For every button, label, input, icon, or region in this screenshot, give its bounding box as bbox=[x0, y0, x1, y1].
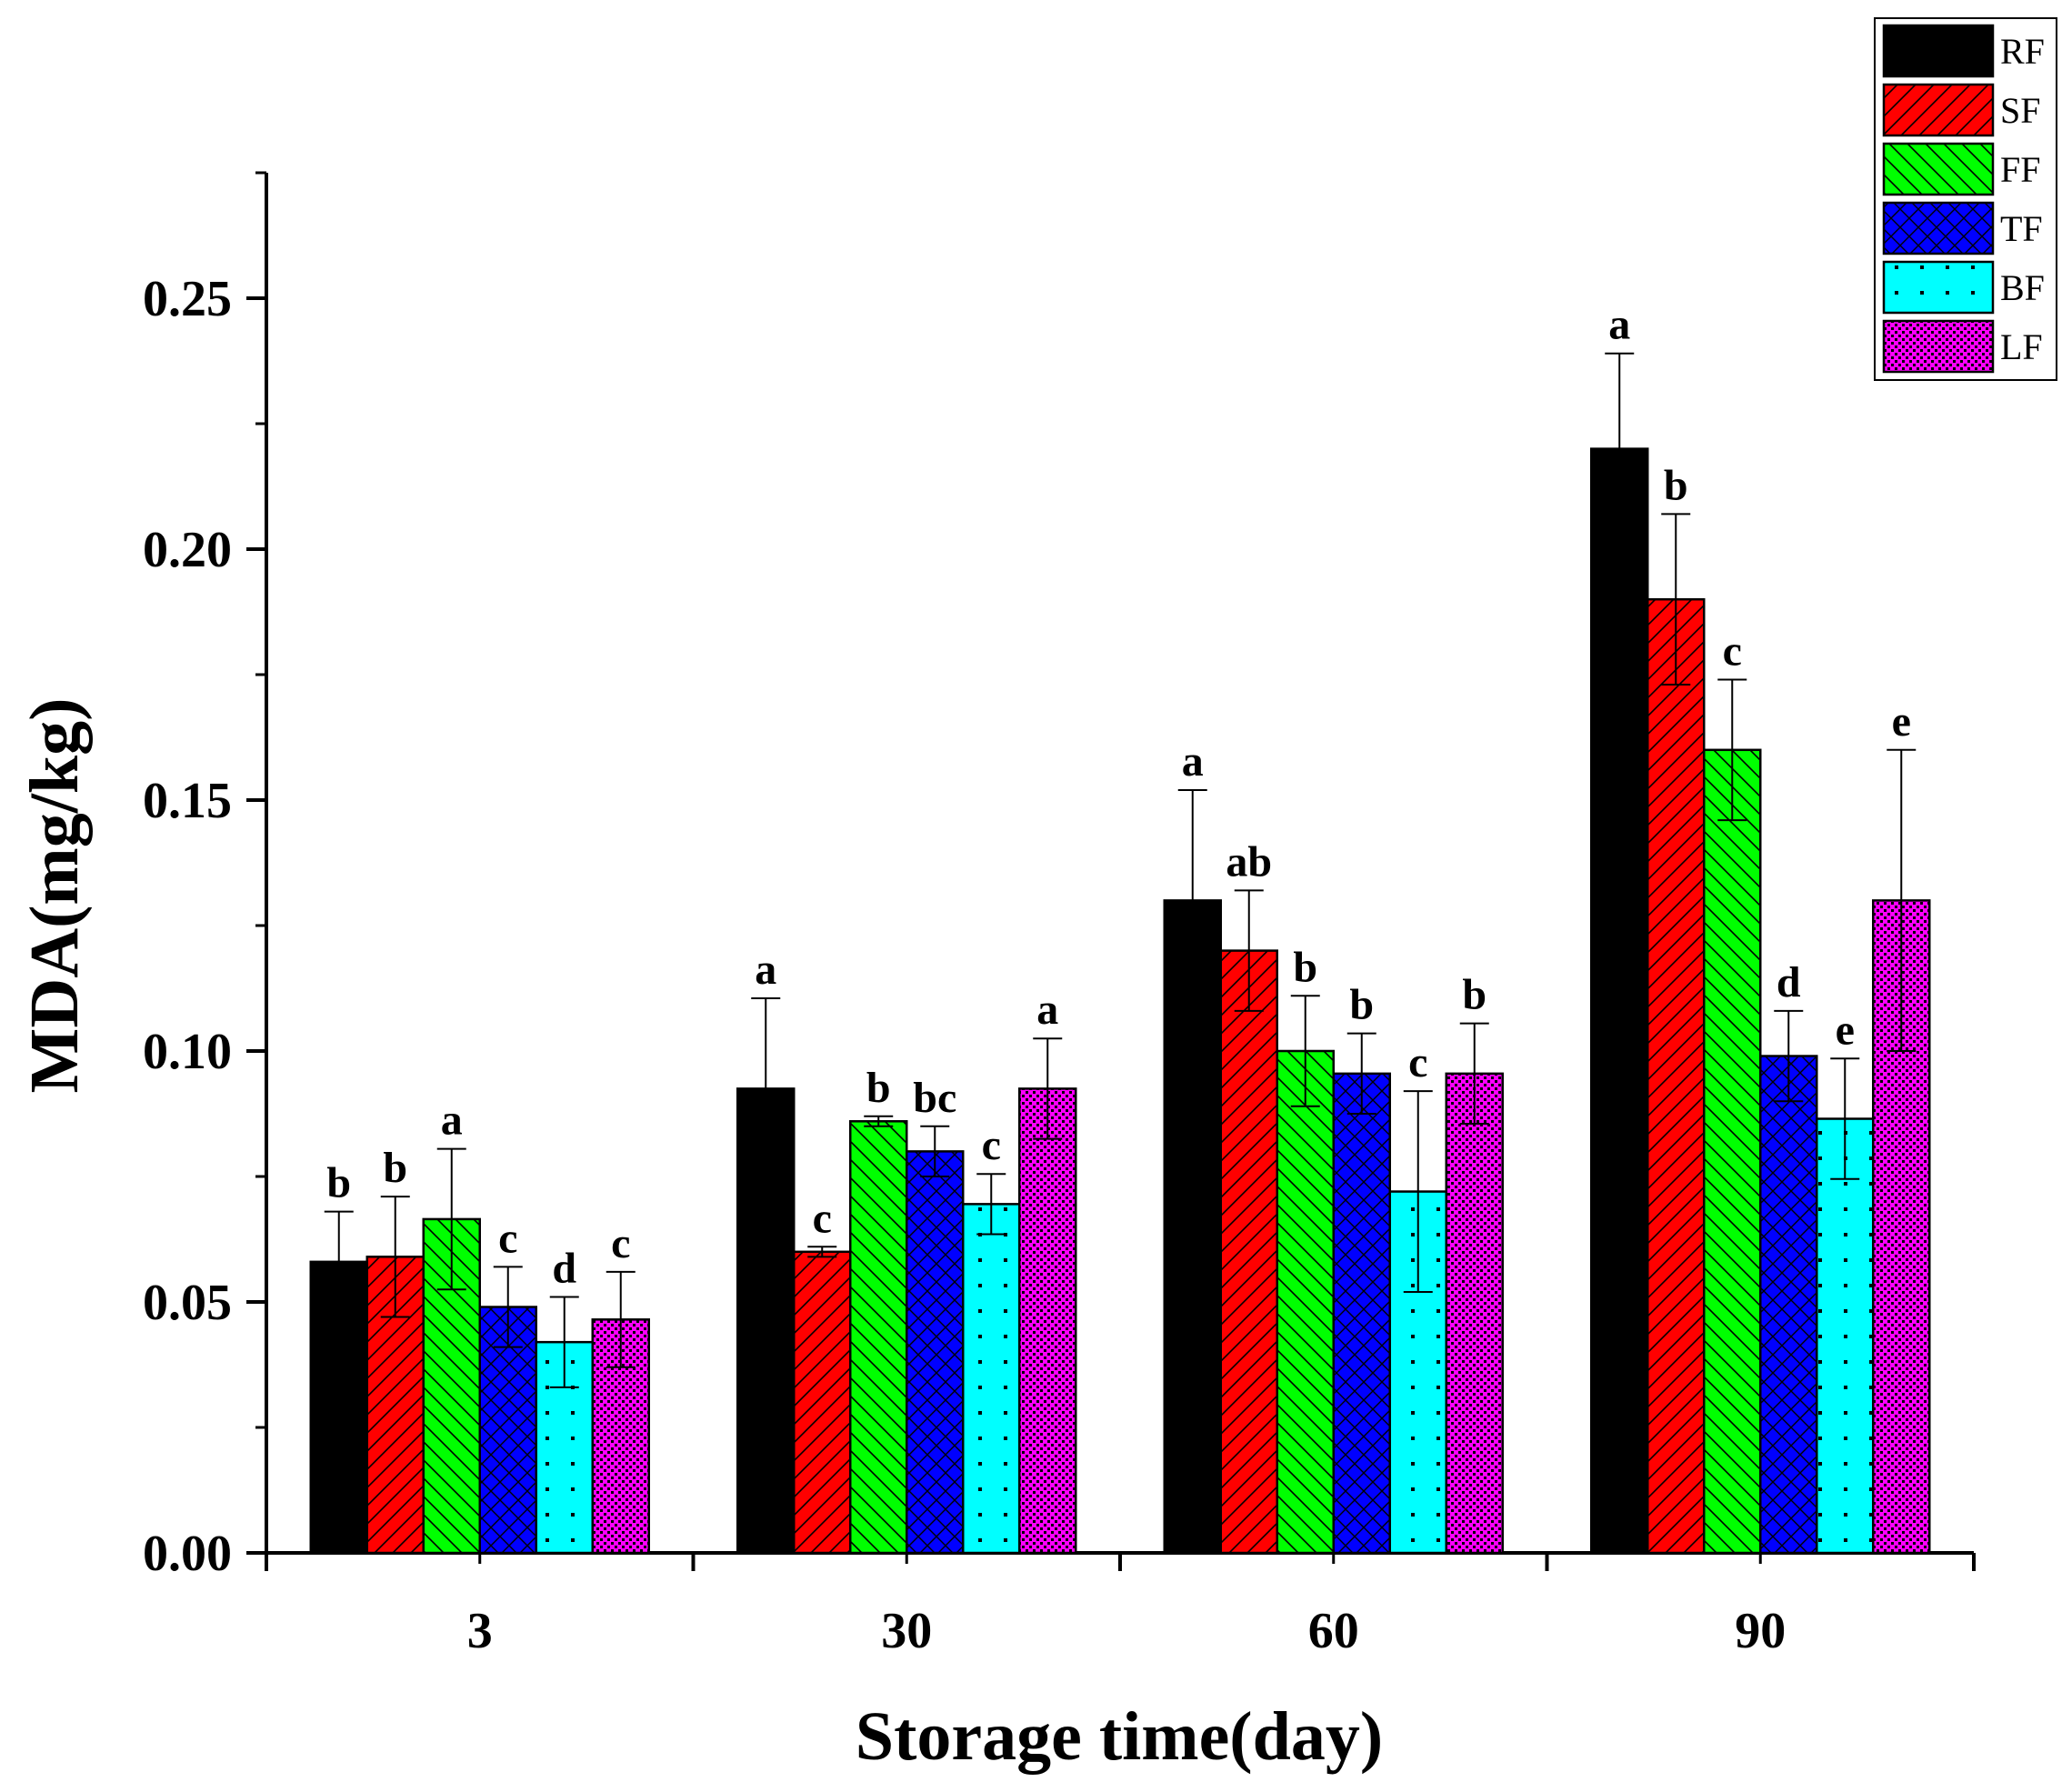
significance-label: c bbox=[1408, 1038, 1427, 1086]
y-tick-labels: 0.00 0.05 0.10 0.15 0.20 0.25 bbox=[143, 271, 232, 1582]
significance-label: e bbox=[1892, 697, 1911, 746]
legend-swatch-tf bbox=[1882, 201, 1995, 255]
y-tick-label: 0.00 bbox=[143, 1526, 232, 1582]
bar-sf-day-90 bbox=[1647, 597, 1706, 1555]
error-bars bbox=[324, 352, 1917, 1388]
legend-label: SF bbox=[2000, 90, 2041, 131]
bar-ff-day-90 bbox=[1703, 748, 1762, 1555]
y-tick-label: 0.20 bbox=[143, 522, 232, 578]
significance-label: d bbox=[1777, 958, 1801, 1006]
significance-label: a bbox=[441, 1096, 463, 1145]
legend-swatch-ff bbox=[1882, 142, 1995, 196]
legend-swatch-rf bbox=[1882, 24, 1995, 78]
legend-label: RF bbox=[2000, 31, 2045, 72]
bar-lf-day-30 bbox=[1018, 1087, 1077, 1555]
x-tick-label: 60 bbox=[1308, 1603, 1359, 1659]
significance-label: a bbox=[755, 946, 776, 994]
bar-ff-day-60 bbox=[1276, 1049, 1335, 1555]
y-axis-title: MDA(mg/kg) bbox=[16, 698, 93, 1094]
bar-rf-day-90 bbox=[1590, 447, 1649, 1555]
bar-tf-day-60 bbox=[1332, 1072, 1391, 1555]
bar-tf-day-90 bbox=[1759, 1055, 1818, 1555]
y-tick-label: 0.05 bbox=[143, 1275, 232, 1331]
x-axis-title: Storage time(day) bbox=[856, 1698, 1383, 1775]
significance-label: b bbox=[1293, 943, 1317, 991]
significance-label: b bbox=[1664, 461, 1688, 509]
significance-label: d bbox=[552, 1244, 576, 1292]
significance-label: a bbox=[1608, 301, 1630, 349]
legend-label: LF bbox=[2000, 326, 2043, 367]
legend-swatch-sf bbox=[1882, 83, 1995, 137]
legend-label: BF bbox=[2000, 267, 2045, 308]
y-tick-label: 0.25 bbox=[143, 271, 232, 327]
significance-label: c bbox=[982, 1121, 1001, 1169]
bar-sf-day-30 bbox=[793, 1250, 852, 1555]
significance-label: b bbox=[383, 1144, 407, 1192]
y-tick-label: 0.10 bbox=[143, 1024, 232, 1080]
bar-sf-day-3 bbox=[365, 1256, 425, 1555]
bars bbox=[309, 447, 1931, 1555]
legend-box bbox=[1874, 17, 2057, 381]
significance-label: ab bbox=[1226, 837, 1272, 886]
legend: RF SF FF TF BF LF bbox=[1874, 17, 2057, 381]
x-tick-label: 90 bbox=[1735, 1603, 1786, 1659]
bar-ff-day-30 bbox=[849, 1120, 908, 1555]
significance-label: b bbox=[1349, 981, 1374, 1029]
legend-label: FF bbox=[2000, 149, 2041, 190]
bar-sf-day-60 bbox=[1219, 949, 1278, 1555]
significance-label: bc bbox=[913, 1074, 956, 1122]
significance-label: c bbox=[611, 1219, 630, 1267]
bar-bf-day-30 bbox=[962, 1203, 1021, 1555]
significance-label: b bbox=[866, 1064, 891, 1112]
y-tick-label: 0.15 bbox=[143, 773, 232, 829]
significance-label: a bbox=[1182, 737, 1204, 786]
significance-label: c bbox=[1723, 627, 1742, 676]
legend-label: TF bbox=[2000, 208, 2043, 249]
significance-label: c bbox=[813, 1194, 832, 1242]
significance-label: b bbox=[326, 1159, 351, 1207]
bar-tf-day-30 bbox=[906, 1150, 965, 1555]
x-tick-label: 30 bbox=[881, 1603, 932, 1659]
legend-swatch-bf bbox=[1882, 260, 1995, 315]
bar-bf-day-90 bbox=[1816, 1117, 1875, 1555]
significance-label: e bbox=[1836, 1006, 1855, 1054]
legend-swatch-lf bbox=[1882, 319, 1995, 374]
significance-label: c bbox=[498, 1214, 517, 1262]
x-tick-labels: 3 30 60 90 bbox=[467, 1603, 1787, 1659]
significance-label: a bbox=[1036, 986, 1058, 1034]
bar-lf-day-60 bbox=[1445, 1072, 1504, 1555]
significance-label: b bbox=[1462, 971, 1486, 1019]
x-tick-label: 3 bbox=[467, 1603, 493, 1659]
